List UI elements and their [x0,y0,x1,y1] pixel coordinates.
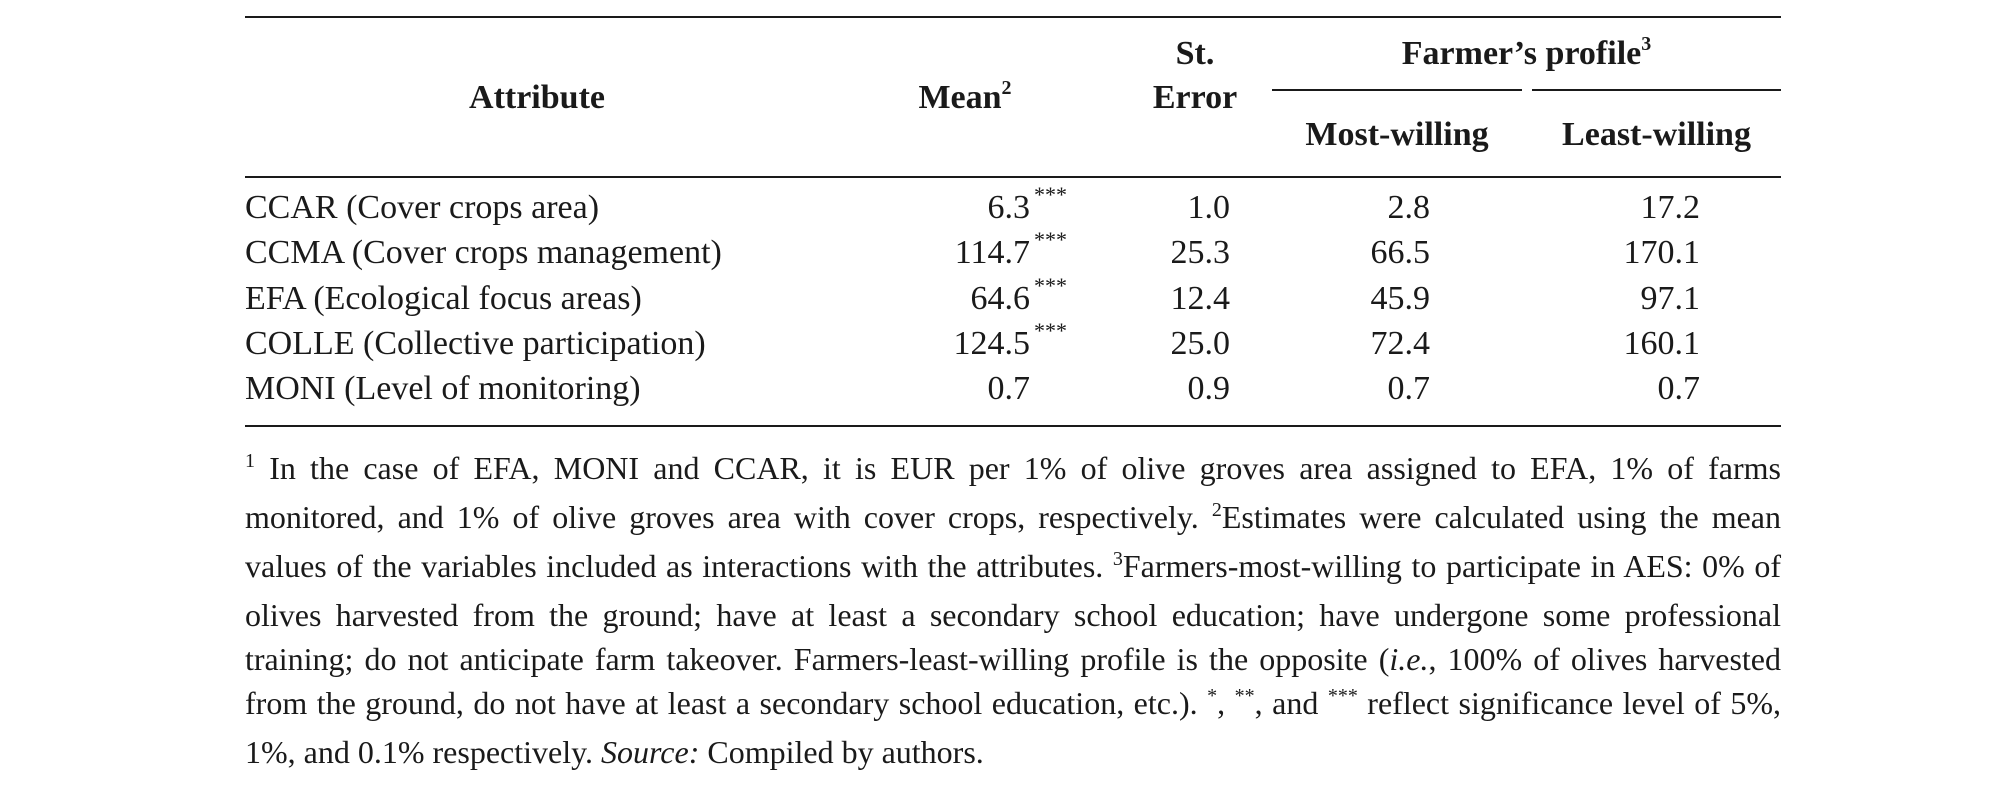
mean-cell: 124.5 [953,325,1031,362]
header-mean: Mean2 [918,77,1012,116]
most-willing-cell: 2.8 [1387,189,1431,226]
mean-cell: 6.3 [987,189,1031,226]
footnote-text-3: Farmers-most-willing to participate in A… [245,548,1782,677]
most-willing-cell: 45.9 [1370,280,1431,317]
source-text: Compiled by authors. [699,734,984,770]
significance-stars: *** [1034,182,1067,207]
footnote-ie: i.e. [1389,641,1429,677]
mean-cell: 64.6 [970,280,1031,317]
significance-stars: *** [1034,227,1067,252]
most-willing-cell: 72.4 [1370,325,1431,362]
footnote-text-1: In the case of EFA, MONI and CCAR, it is… [245,450,1781,535]
header-attribute: Attribute [469,79,605,116]
footnote-comma-1: , [1217,685,1235,721]
least-willing-cell: 17.2 [1640,189,1701,226]
sig-marker-3: *** [1327,685,1358,707]
footnote-text-2: Estimates were calculated using the mean… [245,499,1782,584]
most-willing-cell: 66.5 [1370,234,1431,271]
source-label: Source: [601,734,700,770]
st-error-cell: 25.0 [1170,325,1231,362]
sig-marker-2: ** [1234,685,1255,707]
header-st-error-line2: Error [1152,79,1238,116]
attribute-cell: EFA (Ecological focus areas) [245,280,642,317]
header-farmer-profile: Farmer’s profile3 [1401,33,1652,72]
most-willing-subrule [1272,89,1522,91]
significance-stars: *** [1034,273,1067,298]
table-footnote: 1 In the case of EFA, MONI and CCAR, it … [245,446,1781,774]
significance-stars: *** [1034,318,1067,343]
header-st-error-line1: St. [1175,35,1215,72]
most-willing-cell: 0.7 [1387,370,1431,407]
least-willing-cell: 97.1 [1640,280,1701,317]
footnote-marker-3: 3 [1112,548,1123,570]
table-bottom-rule [245,425,1781,427]
mean-cell: 0.7 [987,370,1031,407]
st-error-cell: 12.4 [1170,280,1231,317]
footnote-marker-2: 2 [1211,499,1222,521]
st-error-cell: 0.9 [1187,370,1231,407]
attribute-cell: COLLE (Collective participation) [245,325,706,362]
st-error-cell: 1.0 [1187,189,1231,226]
footnote-text-5: reflect significance level of 5%, 1%, an… [245,685,1782,770]
header-least-willing: Least-willing [1562,116,1751,153]
profile-note-marker: 3 [1641,33,1652,55]
header-most-willing: Most-willing [1305,116,1489,153]
footnote-comma-2: , and [1254,685,1328,721]
attribute-cell: MONI (Level of monitoring) [245,370,641,407]
least-willing-cell: 170.1 [1623,234,1701,271]
top-rule [245,16,1781,18]
sig-marker-1: * [1207,685,1218,707]
attribute-cell: CCAR (Cover crops area) [245,189,600,226]
attribute-cell: CCMA (Cover crops management) [245,234,722,271]
footnote-text-4: , 100% of olives harvested from the grou… [245,641,1782,721]
least-willing-cell: 0.7 [1657,370,1701,407]
footnote-marker-1: 1 [245,450,255,472]
mean-note-marker: 2 [1001,77,1012,99]
least-willing-subrule [1532,89,1781,91]
st-error-cell: 25.3 [1170,234,1231,271]
mean-cell: 114.7 [954,234,1030,271]
least-willing-cell: 160.1 [1623,325,1701,362]
header-bottom-rule [245,176,1781,178]
